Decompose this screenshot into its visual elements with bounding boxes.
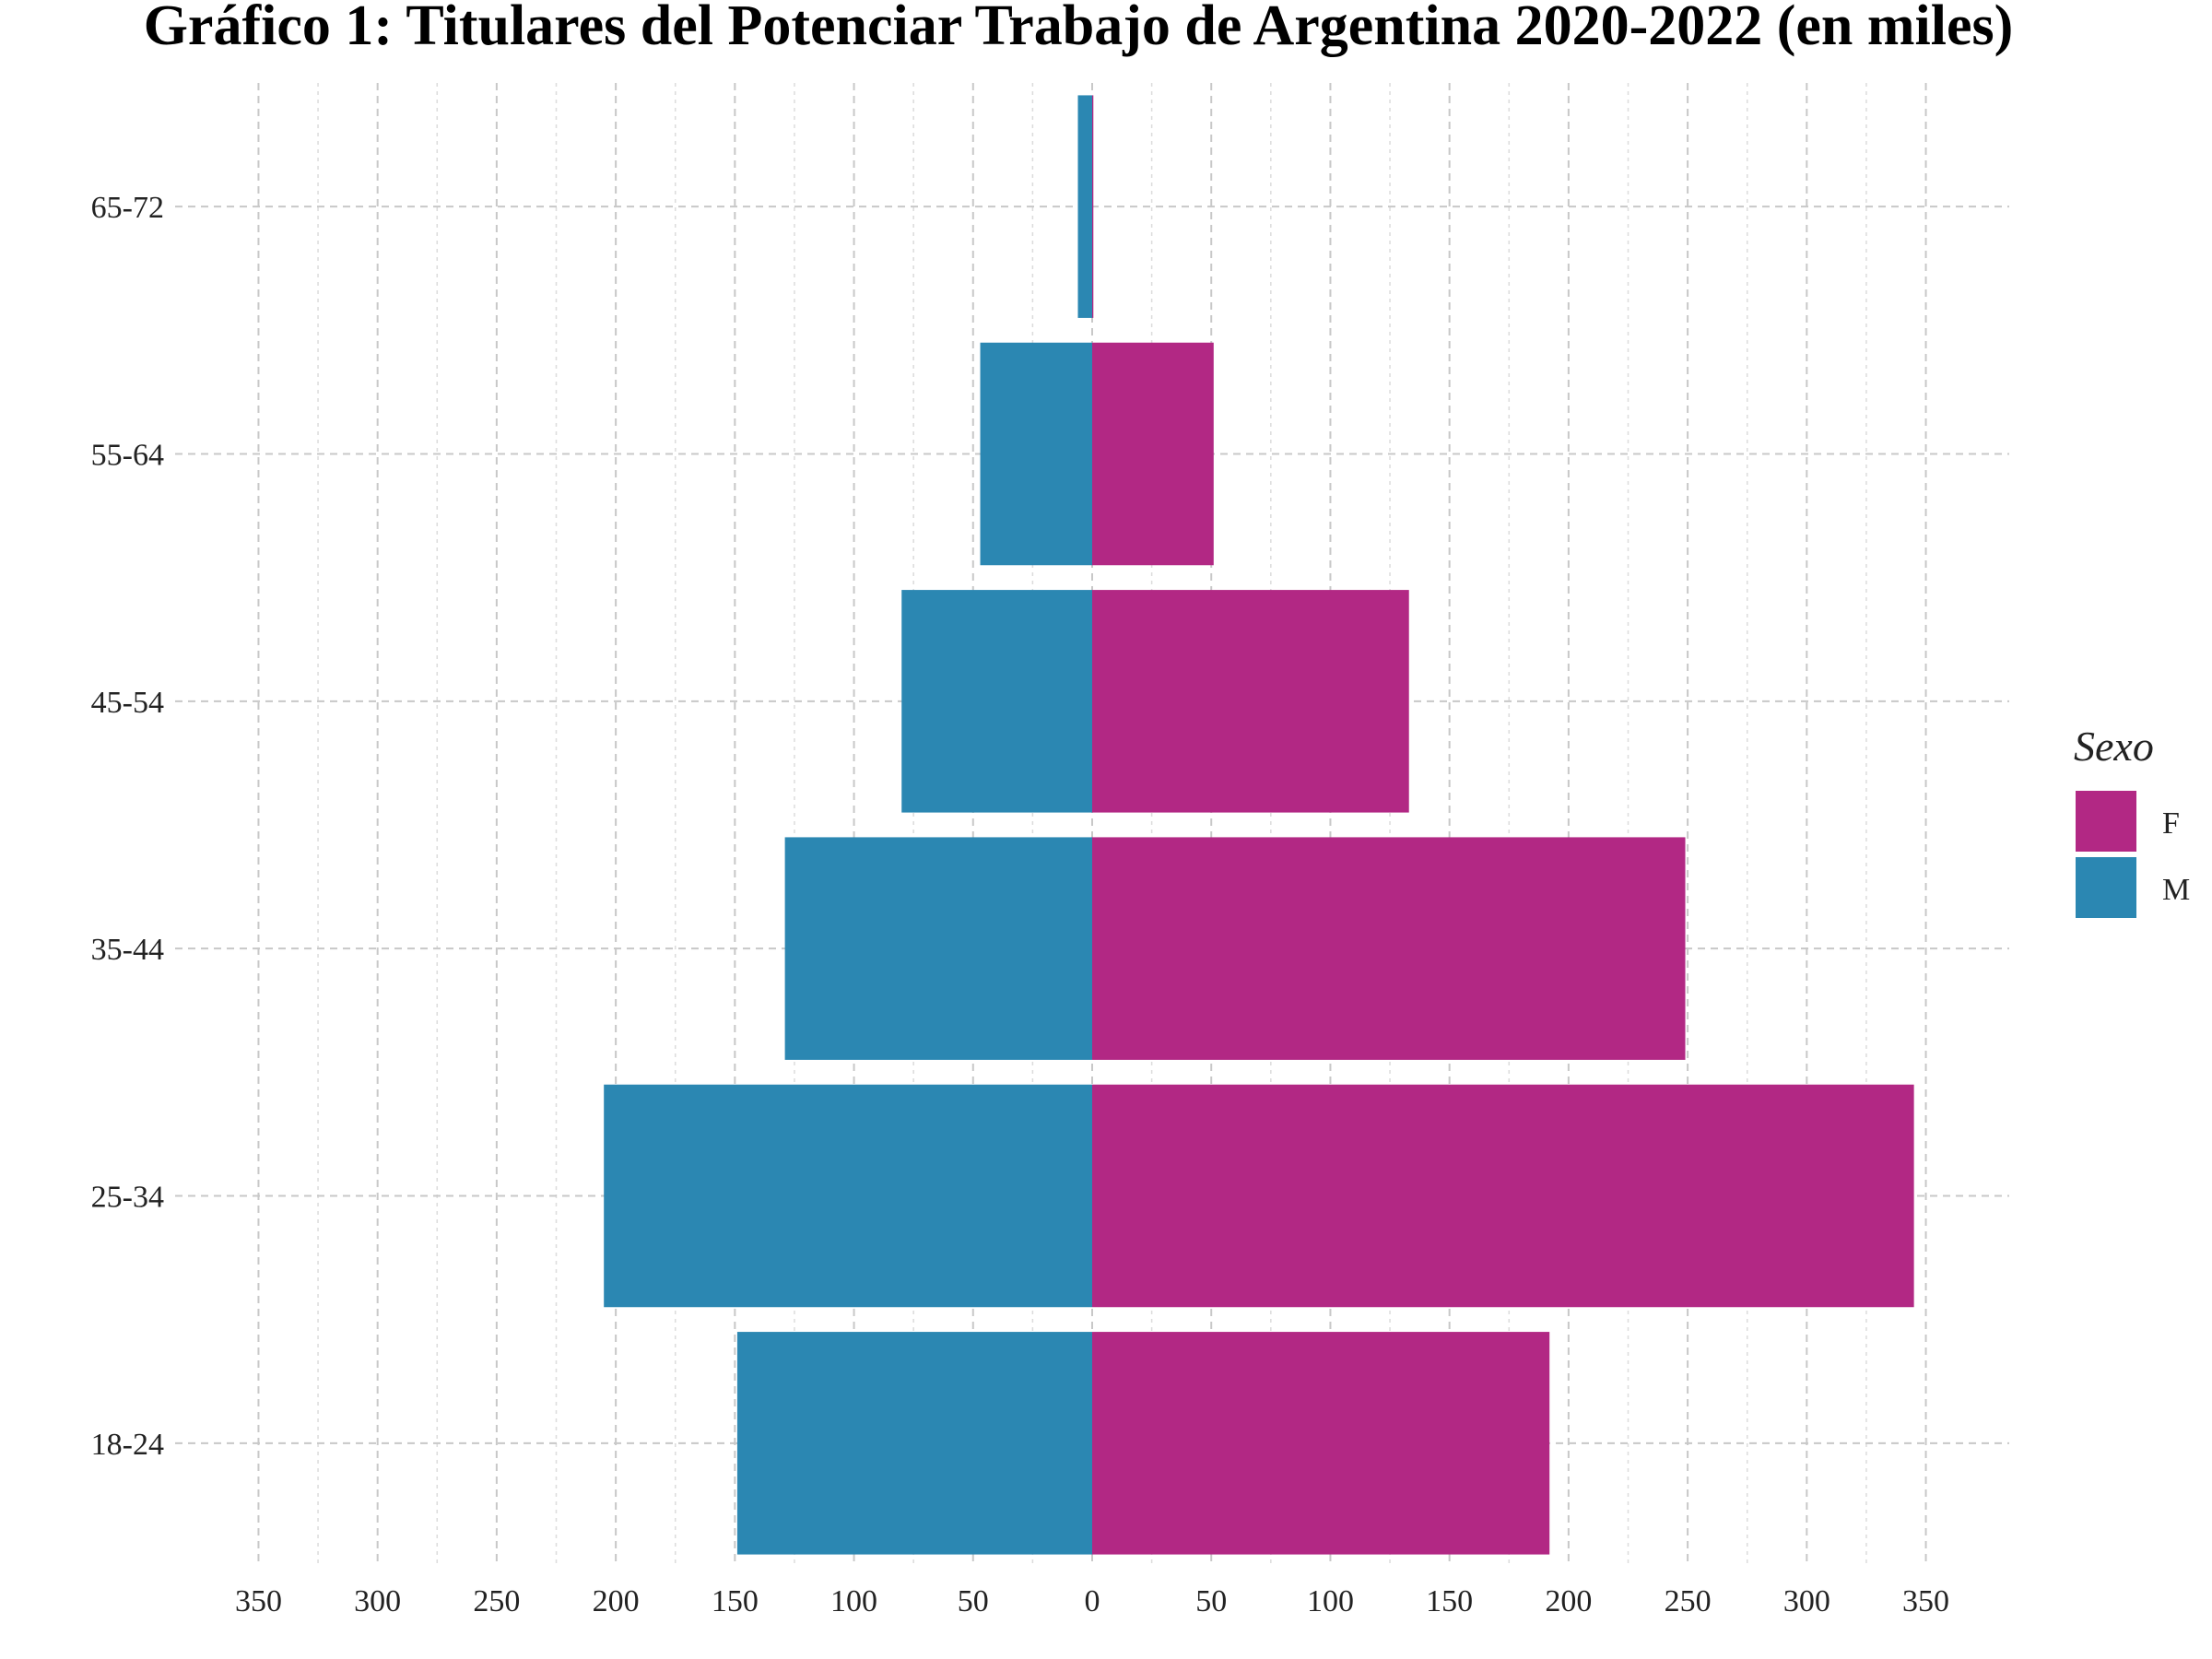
bar-f-65-72 (1092, 95, 1094, 318)
minor-gridlines (317, 83, 1867, 1567)
x-tick-label: 0 (1085, 1584, 1100, 1618)
x-tick-label: 300 (1783, 1584, 1830, 1618)
legend-swatch-m (2076, 857, 2136, 918)
legend-title: Sexo (2074, 723, 2154, 770)
x-tick-label: 150 (1426, 1584, 1473, 1618)
x-tick-label: 100 (1307, 1584, 1354, 1618)
y-tick-label: 25-34 (91, 1181, 164, 1215)
x-tick-label: 250 (1665, 1584, 1712, 1618)
x-tick-label: 50 (958, 1584, 989, 1618)
bar-m-25-34 (604, 1084, 1092, 1308)
bar-f-35-44 (1092, 837, 1686, 1060)
x-tick-label: 300 (354, 1584, 401, 1618)
y-tick-label: 65-72 (91, 191, 164, 225)
bar-f-45-54 (1092, 590, 1409, 813)
x-tick-label: 350 (235, 1584, 282, 1618)
y-axis-tick-labels: 18-24 25-34 35-44 45-54 55-64 65-72 (91, 191, 164, 1462)
legend-label-f: F (2162, 806, 2180, 841)
bar-m-35-44 (784, 837, 1092, 1060)
legend: Sexo FM (2074, 723, 2190, 918)
chart-title: Gráfico 1: Titulares del Potenciar Traba… (144, 0, 2014, 57)
bar-m-18-24 (736, 1332, 1092, 1555)
legend-swatch-f (2076, 791, 2136, 852)
y-tick-label: 35-44 (91, 933, 164, 967)
bars (604, 95, 1914, 1555)
bar-f-25-34 (1092, 1084, 1914, 1308)
bar-m-45-54 (901, 590, 1092, 813)
bar-m-65-72 (1077, 95, 1092, 318)
bar-m-55-64 (980, 342, 1092, 566)
x-tick-label: 150 (712, 1584, 759, 1618)
x-tick-label: 200 (593, 1584, 640, 1618)
y-tick-label: 45-54 (91, 686, 164, 720)
x-tick-label: 250 (473, 1584, 520, 1618)
x-tick-label: 200 (1545, 1584, 1592, 1618)
x-tick-label: 50 (1195, 1584, 1227, 1618)
x-tick-label: 350 (1902, 1584, 1949, 1618)
y-tick-label: 55-64 (91, 439, 164, 473)
y-tick-label: 18-24 (91, 1428, 164, 1462)
x-tick-label: 100 (830, 1584, 877, 1618)
x-axis-tick-labels: 350 300 250 200 150 100 50 0 50 100 150 200 250 300 35… (235, 1584, 1949, 1618)
legend-label-m: M (2162, 873, 2190, 907)
bar-f-18-24 (1092, 1332, 1550, 1555)
bar-f-55-64 (1092, 342, 1214, 566)
